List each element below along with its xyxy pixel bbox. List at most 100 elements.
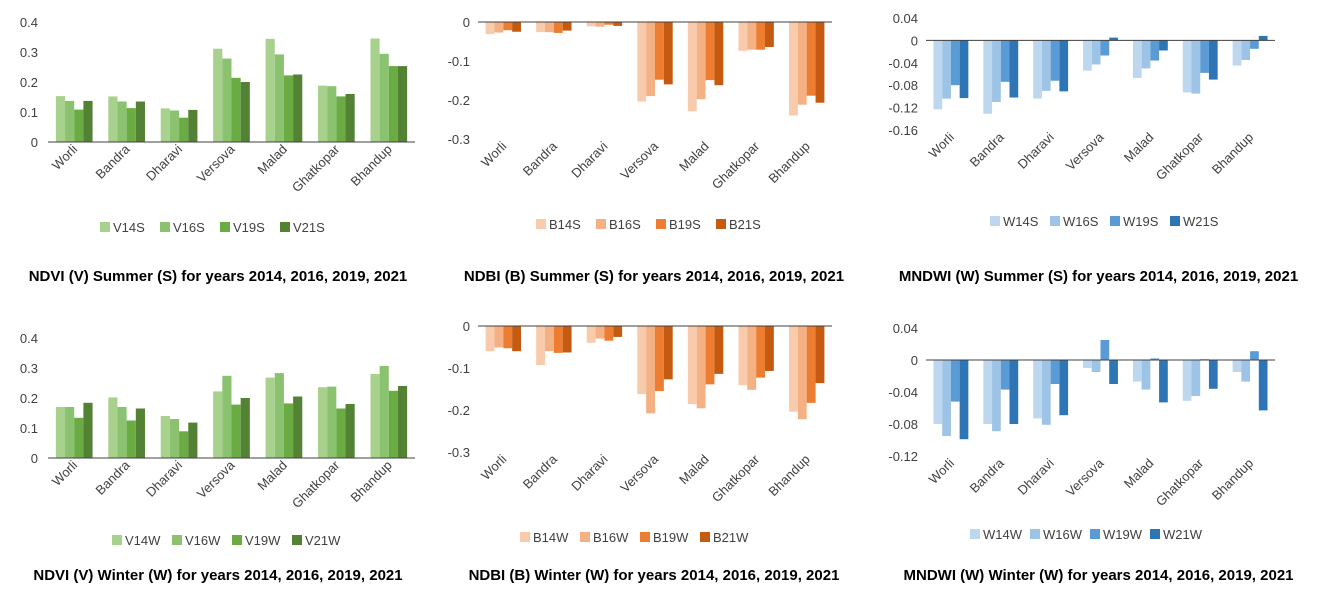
- ndbi-summer-bar-B21S-dharavi: [613, 22, 623, 26]
- ndvi-winter-bar-V16W-versova: [222, 375, 232, 458]
- ndvi-summer-category-label: Worli: [49, 141, 80, 172]
- ndbi-winter-bar-B16W-worli: [494, 326, 504, 348]
- ndbi-summer-bar-B16S-versova: [646, 22, 655, 97]
- ndvi-summer-legend-label-V14S: V14S: [113, 220, 145, 235]
- mndwi-summer-ytick-label: -0.08: [888, 78, 918, 93]
- mndwi-summer-category-label: Versova: [1063, 129, 1107, 173]
- mndwi-winter-legend-swatch-W21W: [1150, 529, 1160, 539]
- ndvi-summer-bar-V21S-dharavi: [188, 109, 198, 142]
- ndvi-summer-ytick-label: 0.3: [20, 45, 38, 60]
- caption-ndvi-summer: NDVI (V) Summer (S) for years 2014, 2016…: [28, 268, 408, 285]
- ndvi-summer-bar-V21S-bhandup: [397, 66, 408, 142]
- ndbi-winter-legend-label-B16W: B16W: [593, 530, 629, 545]
- ndvi-summer-bar-V16S-worli: [65, 100, 75, 142]
- ndbi-winter-bar-B21W-ghatkopar: [764, 326, 774, 371]
- ndbi-summer-ytick-label: 0: [463, 15, 470, 30]
- ndvi-summer-legend-swatch-V19S: [220, 222, 230, 232]
- ndbi-summer-bar-B14S-worli: [485, 22, 495, 35]
- mndwi-summer-bar-W14S-worli: [933, 40, 943, 110]
- mndwi-winter-ytick-label: -0.04: [888, 385, 918, 400]
- ndbi-winter-bar-B14W-versova: [637, 326, 647, 395]
- ndbi-winter-category-label: Dharavi: [568, 451, 610, 493]
- ndvi-winter-legend-swatch-V16W: [172, 535, 182, 545]
- ndvi-summer-bar-V16S-bhandup: [379, 53, 389, 142]
- mndwi-summer-bar-W21S-ghatkopar: [1208, 40, 1218, 80]
- ndvi-summer-bar-V19S-bandra: [126, 108, 136, 142]
- ndvi-winter-bar-V21W-malad: [293, 396, 303, 458]
- mndwi-winter-bar-W19W-bandra: [1000, 360, 1010, 390]
- mndwi-winter-bar-W21W-dharavi: [1059, 360, 1069, 416]
- ndbi-summer-bar-B19S-malad: [705, 22, 715, 81]
- ndbi-summer-legend-label-B14S: B14S: [549, 217, 581, 232]
- mndwi-winter-bar-W14W-ghatkopar: [1182, 360, 1192, 401]
- ndvi-winter-legend-swatch-V19W: [232, 535, 242, 545]
- ndvi-summer-ytick-label: 0.4: [20, 15, 38, 30]
- ndbi-summer-category-label: Worli: [478, 138, 509, 169]
- ndvi-winter-category-label: Worli: [49, 457, 80, 488]
- ndvi-summer-bar-V14S-bandra: [108, 96, 118, 142]
- ndbi-winter-category-label: Bandra: [520, 451, 561, 492]
- mndwi-winter-bar-W16W-worli: [942, 360, 951, 436]
- ndbi-winter-bar-B21W-dharavi: [613, 326, 623, 337]
- ndbi-winter-bar-B19W-bandra: [553, 326, 563, 353]
- ndbi-winter-legend-label-B19W: B19W: [653, 530, 689, 545]
- mndwi-winter-bar-W14W-bhandup: [1232, 360, 1242, 372]
- ndbi-winter-bar-B21W-bandra: [562, 326, 572, 353]
- mndwi-winter-bar-W14W-bandra: [983, 360, 993, 424]
- ndvi-winter-bar-V19W-versova: [231, 404, 241, 458]
- ndvi-summer-bar-V21S-ghatkopar: [345, 94, 355, 142]
- ndvi-winter-bar-V21W-bandra: [135, 408, 145, 458]
- mndwi-summer-bar-W16S-bhandup: [1241, 40, 1251, 60]
- ndvi-summer-bar-V14S-bhandup: [370, 38, 380, 142]
- mndwi-summer-bar-W14S-malad: [1132, 40, 1142, 78]
- ndbi-winter-category-label: Bhandup: [765, 452, 812, 499]
- mndwi-summer-category-label: Malad: [1121, 130, 1157, 166]
- ndbi-summer-bar-B14S-dharavi: [586, 22, 596, 27]
- mndwi-summer-bar-W21S-versova: [1109, 37, 1118, 41]
- mndwi-winter-ytick-label: -0.12: [888, 449, 918, 464]
- mndwi-winter-bar-W19W-malad: [1150, 358, 1160, 360]
- mndwi-summer-bar-W19S-malad: [1150, 40, 1160, 61]
- ndvi-winter-category-label: Versova: [194, 457, 238, 501]
- mndwi-summer-legend-label-W19S: W19S: [1123, 214, 1159, 229]
- ndvi-winter-bar-V21W-bhandup: [397, 386, 408, 458]
- ndbi-summer-ytick-label: -0.3: [448, 132, 470, 147]
- ndbi-winter-bar-B14W-bandra: [536, 326, 546, 366]
- mndwi-winter-bar-W19W-bhandup: [1250, 351, 1259, 360]
- mndwi-summer-legend-swatch-W16S: [1050, 216, 1060, 226]
- mndwi-winter-bar-W21W-bandra: [1009, 360, 1019, 424]
- ndvi-winter-ytick-label: 0.3: [20, 361, 38, 376]
- mndwi-summer-bar-W16S-worli: [942, 40, 951, 99]
- ndvi-winter-category-label: Bandra: [93, 457, 134, 498]
- mndwi-summer-bar-W16S-bandra: [992, 40, 1001, 102]
- mndwi-winter-bar-W14W-dharavi: [1033, 360, 1042, 419]
- ndvi-summer-ytick-label: 0.2: [20, 75, 38, 90]
- ndvi-winter-category-label: Bhandup: [347, 458, 394, 505]
- mndwi-summer-legend-label-W21S: W21S: [1183, 214, 1219, 229]
- ndbi-summer-ytick-label: -0.2: [448, 93, 470, 108]
- mndwi-summer-bar-W21S-bhandup: [1258, 35, 1268, 41]
- ndvi-summer-bar-V14S-ghatkopar: [318, 85, 328, 142]
- mndwi-summer-category-label: Bhandup: [1209, 130, 1256, 177]
- ndbi-summer-bar-B21S-ghatkopar: [764, 22, 774, 47]
- ndvi-winter-bar-V21W-versova: [240, 398, 250, 458]
- mndwi-summer-bar-W14S-bhandup: [1232, 40, 1242, 66]
- ndbi-summer-bar-B21S-bandra: [562, 22, 572, 31]
- mndwi-summer-legend-swatch-W21S: [1170, 216, 1180, 226]
- ndbi-winter-category-label: Worli: [478, 451, 509, 482]
- ndvi-winter-bar-V16W-worli: [65, 407, 75, 458]
- mndwi-summer-ytick-label: -0.16: [888, 123, 918, 138]
- ndbi-winter-bar-B16W-ghatkopar: [747, 326, 757, 390]
- ndvi-winter-legend-label-V16W: V16W: [185, 533, 221, 548]
- ndbi-summer-category-label: Dharavi: [568, 138, 610, 180]
- ndvi-summer-bar-V16S-ghatkopar: [327, 86, 337, 142]
- mndwi-winter-bar-W16W-bhandup: [1241, 360, 1251, 382]
- ndbi-winter-category-label: Malad: [676, 452, 712, 488]
- ndvi-summer-category-label: Malad: [254, 142, 290, 178]
- ndvi-winter-bar-V14W-worli: [55, 407, 66, 458]
- ndvi-summer-bar-V19S-ghatkopar: [336, 96, 346, 142]
- mndwi-summer-legend-label-W14S: W14S: [1003, 214, 1039, 229]
- ndbi-winter-bar-B21W-malad: [714, 326, 724, 374]
- ndbi-summer-category-label: Bandra: [520, 138, 561, 179]
